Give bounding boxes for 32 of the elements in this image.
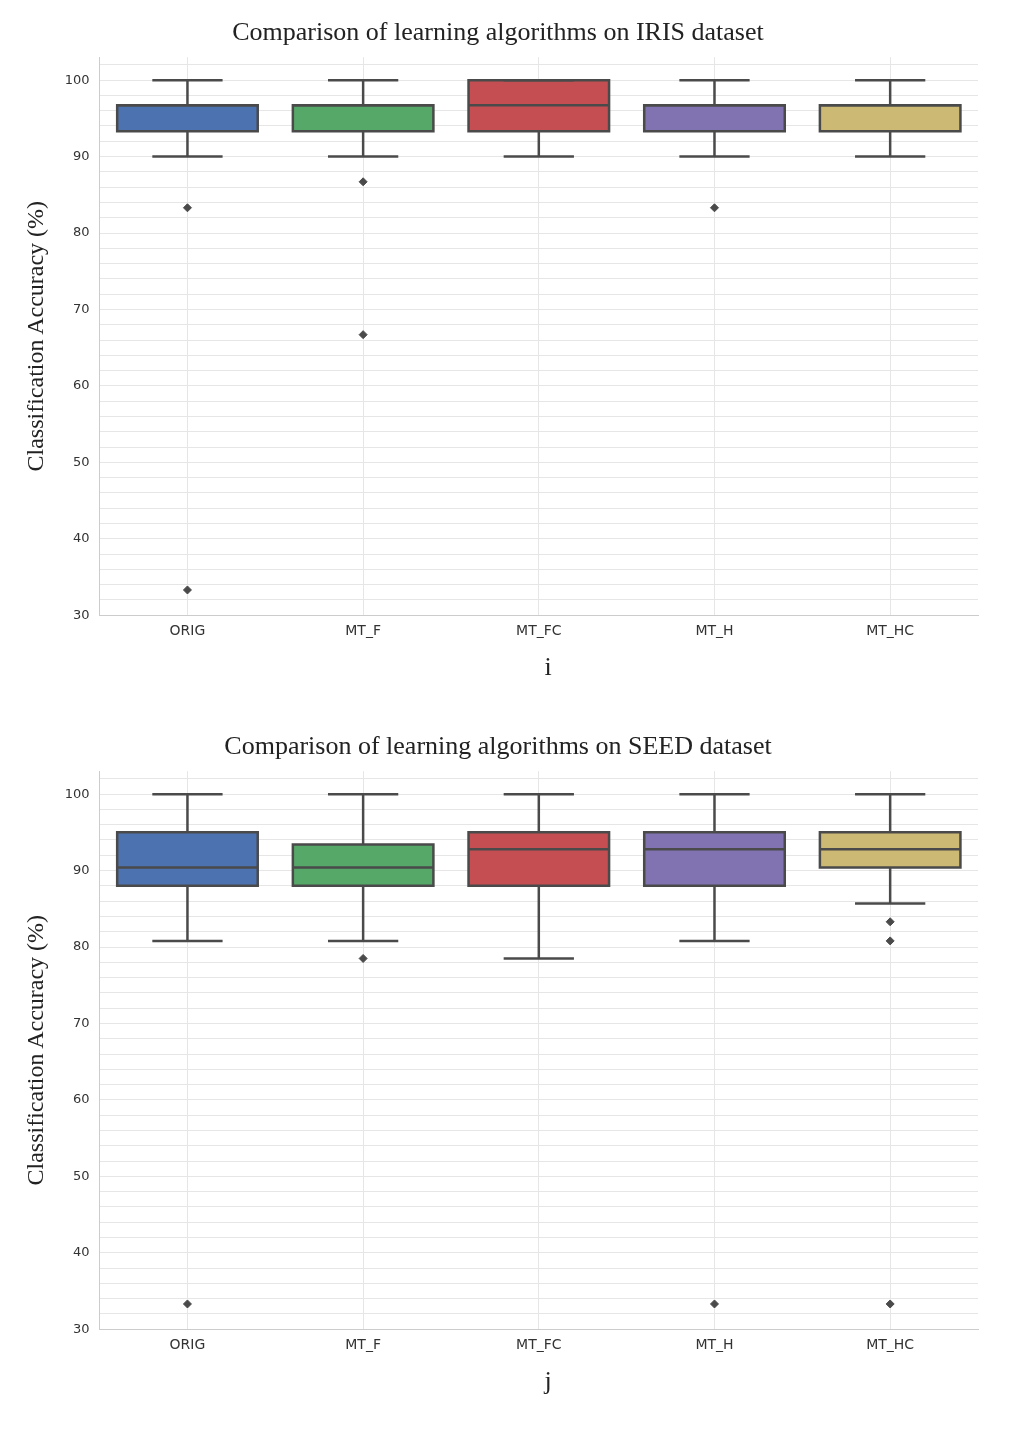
y-tick-label: 80 (73, 938, 90, 954)
y-tick-label: 90 (73, 147, 90, 163)
x-tick-label: MT_HC (866, 1336, 915, 1353)
y-tick-label: 80 (73, 224, 90, 240)
y-tick-label: 60 (73, 1091, 90, 1107)
y-axis-title: Classification Accuracy (%) (21, 914, 48, 1186)
y-tick-label: 90 (73, 861, 90, 877)
y-axis-title: Classification Accuracy (%) (21, 200, 48, 472)
y-tick-label: 70 (73, 300, 90, 316)
x-tick-label: MT_H (695, 622, 734, 639)
y-tick-label: 50 (73, 1167, 90, 1183)
y-tick-label: 30 (73, 1320, 90, 1336)
y-tick-label: 40 (73, 530, 90, 546)
text: j (542, 1366, 553, 1396)
x-tick-label: MT_FC (516, 1336, 562, 1353)
y-tick-label: 100 (64, 71, 90, 87)
x-tick-label: ORIG (169, 622, 206, 639)
y-tick-label: 60 (73, 377, 90, 393)
text: i (543, 652, 553, 682)
x-tick-label: MT_F (345, 1336, 381, 1353)
x-tick-label: MT_FC (516, 622, 562, 639)
y-tick-label: 70 (73, 1014, 90, 1030)
y-tick-label: 30 (73, 606, 90, 622)
x-tick-label: MT_H (695, 1336, 734, 1353)
x-tick-label: ORIG (169, 1336, 206, 1353)
y-tick-label: 40 (73, 1244, 90, 1260)
chart-title: Comparison of learning algorithms on SEED dataset (224, 731, 773, 761)
chart-title: Comparison of learning algorithms on IRIS dataset (232, 17, 765, 47)
x-tick-label: MT_F (345, 622, 381, 639)
x-tick-label: MT_HC (866, 622, 915, 639)
y-tick-label: 100 (64, 785, 90, 801)
y-tick-label: 50 (73, 453, 90, 469)
